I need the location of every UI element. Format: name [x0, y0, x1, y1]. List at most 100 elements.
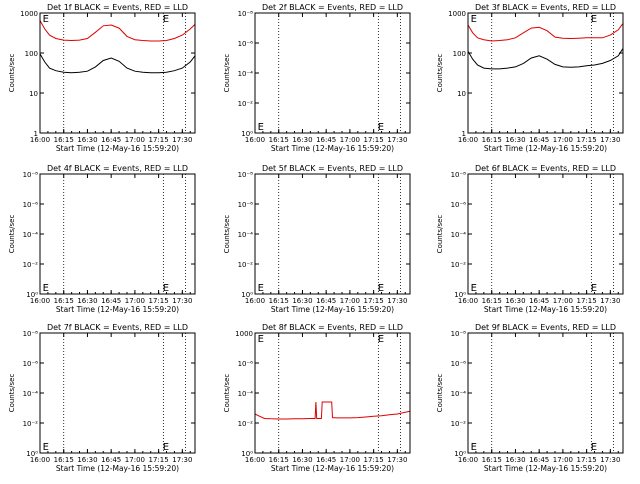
x-tick-label: 16:45 [316, 136, 336, 144]
x-tick-label: 16:00 [458, 297, 478, 305]
x-tick-label: 17:30 [172, 456, 192, 464]
y-tick-label: 10⁻² [23, 261, 39, 269]
x-tick-label: 16:30 [292, 136, 312, 144]
x-tick-label: 16:30 [505, 136, 525, 144]
y-tick-label: 10⁰ [454, 291, 466, 299]
y-tick-label: 1000 [235, 330, 253, 338]
x-tick-label: 16:00 [458, 456, 478, 464]
x-tick-label: 16:45 [101, 136, 121, 144]
x-tick-label: 17:30 [600, 297, 620, 305]
y-tick-label: 10⁻⁸ [23, 330, 39, 338]
y-tick-label: 10⁰ [241, 130, 253, 138]
detector-panel-1: Det 1f BLACK = Events, RED = LLD 16:00 16:… [8, 3, 196, 153]
x-axis-label: Start Time (12-May-16 15:59:20) [484, 144, 607, 153]
y-tick-label: 10⁻⁶ [238, 201, 254, 209]
y-tick-label: 10⁻⁶ [451, 360, 467, 368]
event-marker: E [471, 442, 477, 453]
x-tick-label: 16:15 [482, 136, 502, 144]
x-tick-label: 16:00 [245, 456, 265, 464]
x-tick-label: 16:30 [77, 456, 97, 464]
y-tick-label: 100 [25, 50, 38, 58]
y-tick-label: 10⁻² [238, 100, 254, 108]
x-tick-label: 16:15 [54, 136, 74, 144]
y-tick-label: 10⁰ [241, 450, 253, 458]
y-tick-label: 10⁻² [451, 261, 467, 269]
x-tick-label: 17:30 [387, 136, 407, 144]
panel-title: Det 8f BLACK = Events, RED = LLD [262, 323, 403, 332]
x-tick-label: 17:30 [387, 297, 407, 305]
detector-panel-5: Det 5f BLACK = Events, RED = LLD 16:00 16:… [223, 164, 411, 314]
x-tick-label: 17:30 [172, 297, 192, 305]
y-tick-label: 10⁰ [241, 291, 253, 299]
y-axis-label: Counts/sec [436, 215, 444, 254]
x-tick-label: 16:00 [30, 297, 50, 305]
x-tick-label: 17:15 [577, 297, 597, 305]
y-tick-label: 10⁰ [454, 450, 466, 458]
y-tick-label: 10⁻⁸ [23, 171, 39, 179]
y-tick-label: 10⁻⁴ [23, 231, 39, 239]
y-tick-label: 10⁻⁶ [23, 201, 39, 209]
x-tick-label: 16:45 [101, 297, 121, 305]
y-tick-label: 10⁻⁴ [238, 231, 254, 239]
plot-frame [254, 173, 411, 295]
y-tick-label: 100 [453, 50, 466, 58]
x-tick-label: 16:45 [316, 456, 336, 464]
event-marker: E [591, 14, 597, 25]
x-axis-label: Start Time (12-May-16 15:59:20) [271, 305, 394, 314]
x-tick-label: 17:15 [364, 136, 384, 144]
y-axis-label: Counts/sec [223, 215, 231, 254]
event-marker: E [378, 283, 384, 294]
panel-title: Det 6f BLACK = Events, RED = LLD [475, 164, 616, 173]
x-tick-label: 17:15 [577, 136, 597, 144]
x-tick-label: 16:00 [245, 136, 265, 144]
event-marker: E [43, 283, 49, 294]
event-marker: E [43, 14, 49, 25]
x-tick-label: 16:30 [77, 297, 97, 305]
y-axis-label: Counts/sec [223, 54, 231, 93]
series-line-events [467, 48, 624, 70]
y-tick-label: 10⁻² [451, 420, 467, 428]
y-tick-label: 10⁻⁴ [451, 231, 467, 239]
x-tick-label: 16:15 [269, 297, 289, 305]
x-tick-label: 17:15 [149, 136, 169, 144]
event-marker: E [378, 334, 384, 345]
event-marker: E [591, 442, 597, 453]
x-tick-label: 17:00 [125, 456, 145, 464]
panel-title: Det 4f BLACK = Events, RED = LLD [47, 164, 188, 173]
y-tick-label: 1 [34, 130, 38, 138]
x-tick-label: 16:00 [30, 456, 50, 464]
event-marker: E [591, 283, 597, 294]
event-marker: E [258, 334, 264, 345]
x-tick-label: 16:00 [458, 136, 478, 144]
plot-frame [39, 332, 196, 454]
x-tick-label: 17:15 [364, 456, 384, 464]
plot-frame [254, 332, 411, 454]
y-axis-label: Counts/sec [8, 215, 16, 254]
panel-title: Det 5f BLACK = Events, RED = LLD [262, 164, 403, 173]
x-tick-label: 16:30 [77, 136, 97, 144]
x-tick-label: 17:00 [125, 297, 145, 305]
y-tick-label: 1 [462, 130, 466, 138]
x-axis-label: Start Time (12-May-16 15:59:20) [484, 464, 607, 473]
y-tick-label: 10⁻⁶ [23, 360, 39, 368]
x-tick-label: 16:15 [269, 136, 289, 144]
series-line-lld [254, 401, 411, 420]
plot-frame [254, 12, 411, 134]
y-tick-label: 10⁻⁴ [238, 70, 254, 78]
x-tick-label: 16:30 [505, 456, 525, 464]
y-axis-label: Counts/sec [8, 374, 16, 413]
x-tick-label: 16:15 [482, 297, 502, 305]
y-tick-label: 1000 [20, 10, 38, 18]
detector-panel-2: Det 2f BLACK = Events, RED = LLD 16:00 16:… [223, 3, 411, 153]
panel-title: Det 7f BLACK = Events, RED = LLD [47, 323, 188, 332]
x-tick-label: 16:15 [269, 456, 289, 464]
x-tick-label: 16:45 [529, 297, 549, 305]
y-tick-label: 10⁰ [26, 291, 38, 299]
event-marker: E [163, 283, 169, 294]
y-tick-label: 10 [457, 90, 466, 98]
x-axis-label: Start Time (12-May-16 15:59:20) [56, 305, 179, 314]
x-tick-label: 17:00 [340, 297, 360, 305]
x-tick-label: 17:30 [387, 456, 407, 464]
x-tick-label: 17:30 [172, 136, 192, 144]
